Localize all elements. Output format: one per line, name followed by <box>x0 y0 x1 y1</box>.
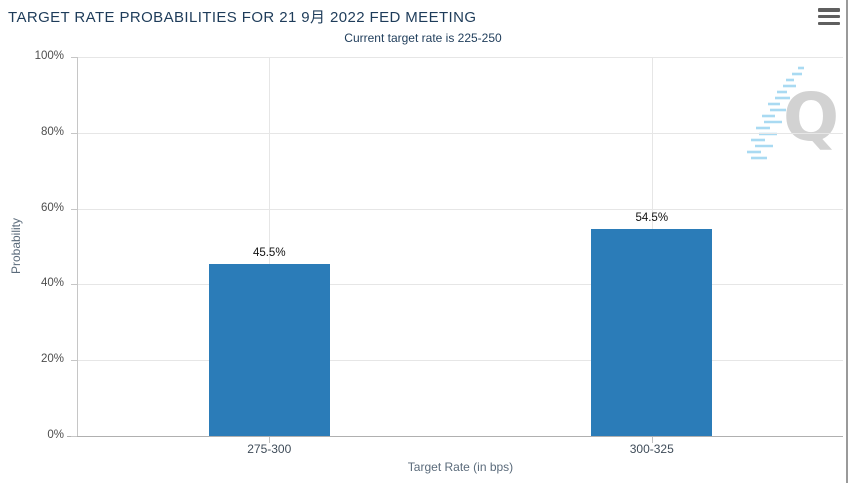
chart-title: TARGET RATE PROBABILITIES FOR 21 9月 2022… <box>8 9 477 26</box>
x-axis-tick <box>269 437 271 443</box>
chart-subtitle: Current target rate is 225-250 <box>344 31 502 45</box>
plot-area: Q 45.5% 54.5% <box>67 57 843 443</box>
hamburger-menu-icon <box>818 8 840 12</box>
chart-context-menu-button[interactable] <box>818 8 840 25</box>
bar-275-300[interactable]: 45.5% <box>208 247 330 436</box>
y-axis-tick <box>71 436 77 437</box>
y-gridline <box>78 208 843 210</box>
y-axis-tick <box>71 208 77 210</box>
bar-data-label: 45.5% <box>252 246 286 259</box>
x-gridline <box>269 57 271 436</box>
panel-right-border <box>846 0 848 483</box>
y-axis-tick <box>71 284 77 286</box>
y-tick-label: 20% <box>40 353 64 366</box>
x-axis-title: Target Rate (in bps) <box>407 460 514 474</box>
y-tick-label: 80% <box>40 125 64 138</box>
y-axis-line <box>77 57 78 436</box>
x-category-label: 275-300 <box>247 442 292 456</box>
y-axis-tick <box>71 57 77 58</box>
y-axis-tick <box>71 360 77 362</box>
bar-300-325[interactable]: 54.5% <box>591 212 713 436</box>
y-tick-label: 40% <box>40 277 64 290</box>
y-tick-label: 100% <box>34 50 64 62</box>
hamburger-menu-icon <box>818 14 840 19</box>
y-tick-label: 60% <box>40 201 64 214</box>
y-gridline <box>78 284 843 286</box>
y-tick-label: 0% <box>47 429 64 441</box>
y-gridline <box>78 360 843 362</box>
x-axis-tick <box>651 437 653 443</box>
x-axis-line <box>67 436 843 437</box>
y-gridline <box>78 57 843 58</box>
x-category-label: 300-325 <box>629 442 674 456</box>
bar-data-label: 54.5% <box>635 212 669 225</box>
y-axis-tick <box>71 132 77 134</box>
y-gridline <box>78 132 843 134</box>
q-logo-watermark-icon: Q <box>747 66 839 160</box>
hamburger-menu-icon <box>818 21 840 25</box>
y-axis-labels: 0% 20% 40% 60% 80% 100% <box>0 50 71 441</box>
watermark-letter: Q <box>783 79 839 156</box>
